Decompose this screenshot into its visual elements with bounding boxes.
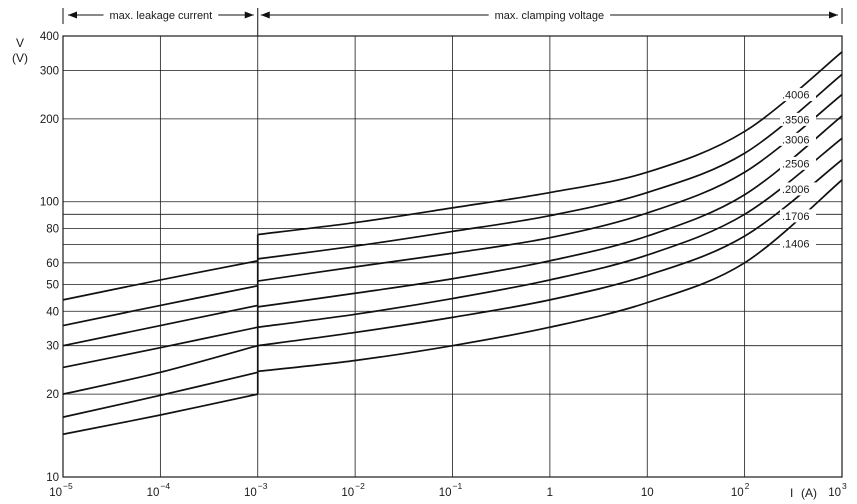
x-axis-label: I	[790, 486, 793, 500]
curve-label: .3506	[782, 114, 810, 126]
x-tick-label: 10	[641, 487, 654, 499]
x-tick-exponent: −4	[160, 481, 170, 491]
x-tick-base: 10	[828, 487, 841, 499]
series-2506	[62, 115, 843, 369]
y-axis-label: V	[16, 36, 24, 50]
x-tick-base: 10	[341, 487, 354, 499]
clamping-curve	[257, 179, 843, 373]
y-tick-label: 60	[46, 258, 59, 270]
leakage-curve	[62, 259, 258, 301]
region-annotation: max. clamping voltage	[260, 10, 838, 22]
series-1406	[62, 179, 843, 436]
plot-frame	[62, 35, 843, 478]
y-axis-unit: (V)	[12, 51, 28, 65]
x-tick-base: 1	[547, 487, 553, 499]
x-tick-exponent: −2	[355, 481, 365, 491]
leakage-curve	[62, 284, 258, 327]
y-tick-label: 400	[40, 31, 59, 43]
curve-label-bg	[780, 156, 816, 170]
curve-label-bg	[780, 209, 816, 223]
leakage-curve	[62, 393, 258, 436]
series-1706	[62, 159, 843, 418]
y-tick-label: 300	[40, 65, 59, 77]
y-tick-label: 80	[46, 223, 59, 235]
y-tick-label: 200	[40, 114, 59, 126]
leakage-curve	[62, 304, 258, 347]
x-tick-label: 103	[828, 481, 847, 499]
curve-label-bg	[780, 132, 816, 146]
curve-label: .2506	[782, 158, 810, 170]
x-tick-label: 10−3	[244, 481, 268, 499]
clamping-curve	[257, 51, 843, 236]
x-tick-base: 10	[49, 487, 62, 499]
y-tick-label: 40	[46, 306, 59, 318]
x-tick-exponent: 3	[842, 481, 847, 491]
y-tick-label: 20	[46, 389, 59, 401]
curve-label-bg	[780, 182, 816, 196]
clamping-curve	[257, 93, 843, 282]
curve-label-bg	[780, 88, 816, 102]
x-tick-base: 10	[439, 487, 452, 499]
region-annotation: max. leakage current	[68, 10, 254, 22]
x-tick-base: 10	[731, 487, 744, 499]
series-2006	[62, 137, 843, 395]
clamping-curve	[257, 115, 843, 308]
series-3006	[62, 93, 843, 347]
region-annotations: max. leakage current max. clamping voltag…	[62, 8, 843, 36]
x-tick-label: 10−1	[439, 481, 463, 499]
arrow-head	[260, 11, 270, 19]
clamping-curve	[257, 73, 843, 260]
x-tick-label: 102	[731, 481, 750, 499]
curve-labels: .4006 .3506 .3006 .2506 .2006 .1706 .1406	[780, 88, 816, 251]
x-tick-label: 10−2	[341, 481, 365, 499]
x-tick-label: 10−5	[49, 481, 73, 499]
leakage-curve	[62, 326, 258, 369]
region-label: max. clamping voltage	[495, 10, 604, 22]
region-label: max. leakage current	[110, 10, 213, 22]
curve-label: .4006	[782, 90, 810, 102]
x-tick-exponent: −3	[258, 481, 268, 491]
curve-label-bg	[780, 237, 816, 251]
arrow-head	[68, 11, 77, 19]
series-4006	[62, 51, 843, 301]
y-tick-labels: 10 20 30 40 50 60 80 100 200 300 400	[40, 31, 59, 484]
clamping-curve	[257, 137, 843, 329]
y-tick-label: 50	[46, 280, 59, 292]
x-tick-exponent: 2	[745, 481, 750, 491]
y-tick-label: 10	[46, 472, 59, 484]
leakage-curve	[62, 371, 258, 418]
curve-label: .1706	[782, 211, 810, 223]
x-tick-base: 10	[244, 487, 257, 499]
x-tick-base: 10	[147, 487, 160, 499]
leakage-curve	[62, 344, 258, 395]
x-tick-exponent: −1	[453, 481, 463, 491]
curves	[62, 51, 843, 436]
x-tick-label: 1	[547, 487, 553, 499]
curve-label: .2006	[782, 184, 810, 196]
y-tick-label: 100	[40, 197, 59, 209]
clamping-curve	[257, 159, 843, 347]
x-tick-label: 10−4	[147, 481, 171, 499]
x-axis-unit: (A)	[801, 486, 817, 500]
x-tick-base: 10	[641, 487, 654, 499]
x-tick-exponent: −5	[63, 481, 73, 491]
arrow-head	[829, 11, 838, 19]
curve-label: .1406	[782, 239, 810, 251]
curve-label: .3006	[782, 134, 810, 146]
curve-label-bg	[780, 112, 816, 126]
series-3506	[62, 73, 843, 327]
y-tick-label: 30	[46, 341, 59, 353]
arrow-head	[244, 11, 254, 19]
